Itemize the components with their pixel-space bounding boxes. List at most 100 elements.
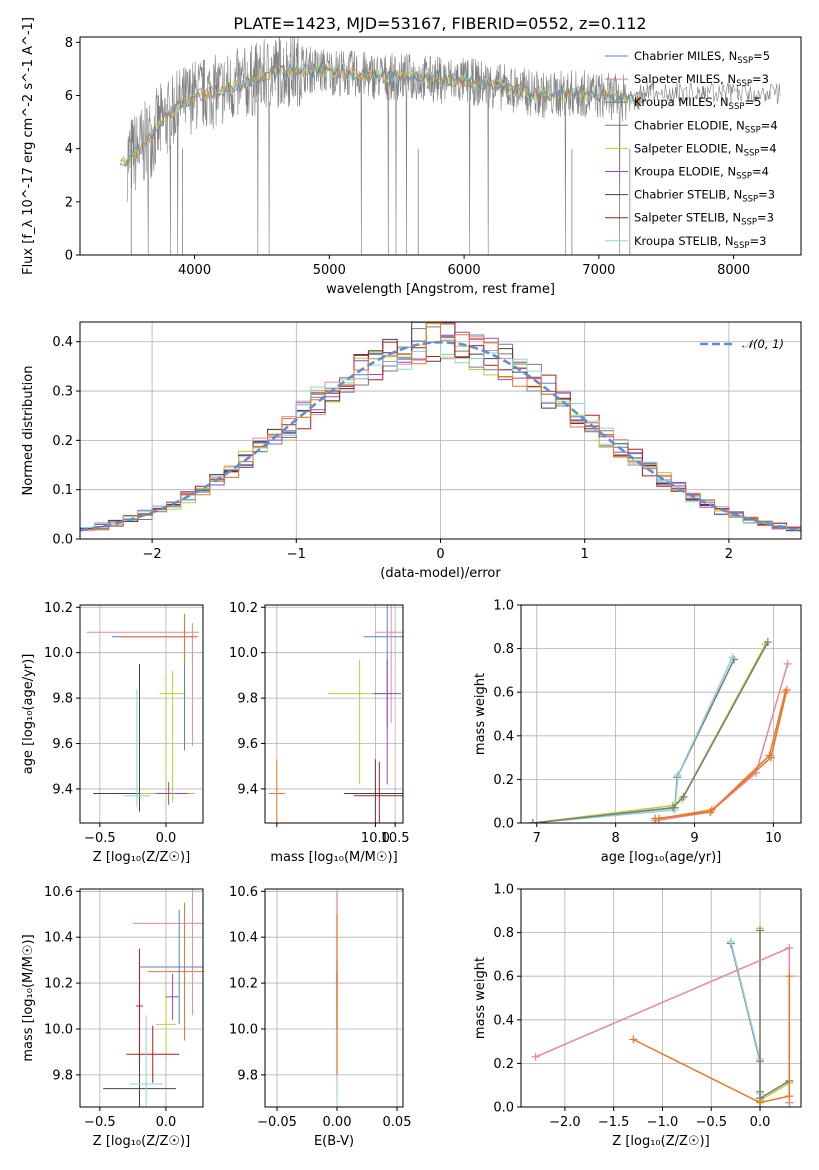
axes-frame bbox=[520, 888, 802, 1108]
x-tick-label: 8 bbox=[612, 831, 620, 846]
y-tick-label: 10.2 bbox=[44, 977, 73, 992]
x-tick-label: 0.0 bbox=[156, 1115, 177, 1130]
x-tick-label: −0.5 bbox=[84, 831, 116, 846]
y-tick-label: 0.0 bbox=[52, 533, 73, 548]
x-tick-label: 5000 bbox=[313, 263, 346, 278]
x-tick-label: −1.0 bbox=[647, 1115, 679, 1130]
plot-area-mass-vs-Z bbox=[103, 889, 203, 1107]
x-tick-label: −2 bbox=[143, 547, 162, 562]
series-line bbox=[759, 930, 790, 1100]
series-line bbox=[632, 976, 791, 1104]
legend-tail: =3 bbox=[749, 234, 766, 248]
legend-tail: =5 bbox=[744, 95, 761, 109]
axes-frame bbox=[79, 36, 802, 256]
x-tick-label: 0.05 bbox=[383, 1115, 412, 1130]
series-line bbox=[654, 663, 789, 822]
y-tick-label: 0.8 bbox=[493, 926, 514, 941]
y-tick-label: 10.6 bbox=[229, 885, 258, 900]
y-axis-label: age [log₁₀(age/yr)] bbox=[21, 654, 36, 775]
legend-text: Chabrier ELODIE, N bbox=[634, 118, 745, 132]
series-marker bbox=[785, 972, 794, 981]
series-line bbox=[532, 656, 734, 823]
y-tick-label: 10.2 bbox=[229, 601, 258, 616]
y-tick-label: 10.0 bbox=[229, 1022, 258, 1037]
legend-sub: SSP bbox=[729, 102, 745, 112]
y-tick-label: 10.4 bbox=[44, 931, 73, 946]
legend-sub: SSP bbox=[744, 148, 760, 158]
panel-mass-vs-ebv: −0.05 0.00 0.05 9.8 10.0 10.2 10.4 10.6 E(B-V) bbox=[229, 885, 411, 1149]
y-tick-label: 0.4 bbox=[52, 335, 73, 350]
histogram-step bbox=[80, 322, 801, 531]
series-marker bbox=[756, 1098, 765, 1107]
axes-frame bbox=[264, 888, 404, 1108]
series-marker bbox=[785, 1092, 794, 1101]
normal-curve bbox=[80, 340, 801, 532]
legend-text: Salpeter STELIB, N bbox=[634, 211, 741, 225]
x-axis-label: Z [log₁₀(Z/Z☉)] bbox=[612, 1134, 709, 1149]
series-marker bbox=[783, 659, 792, 668]
y-tick-label: 9.8 bbox=[237, 692, 258, 707]
y-tick-label: 0 bbox=[65, 249, 73, 264]
y-tick-label: 0.1 bbox=[52, 483, 73, 498]
series-marker bbox=[726, 937, 735, 946]
legend-tail: =3 bbox=[752, 72, 769, 86]
series-marker bbox=[655, 814, 664, 823]
x-tick-label: 10 bbox=[765, 831, 782, 846]
y-tick-label: 6 bbox=[65, 89, 73, 104]
x-tick-label: 0.00 bbox=[323, 1115, 352, 1130]
x-tick-label: 7 bbox=[533, 831, 541, 846]
x-tick-label: 0 bbox=[436, 547, 444, 562]
legend-entry: Chabrier STELIB, NSSP=3 bbox=[634, 188, 775, 205]
x-axis-label: (data-model)/error bbox=[380, 566, 501, 581]
legend-entry: Salpeter STELIB, NSSP=3 bbox=[634, 211, 774, 228]
y-tick-label: 0.4 bbox=[493, 1013, 514, 1028]
x-tick-label: 4000 bbox=[178, 263, 211, 278]
legend-text: Kroupa MILES, N bbox=[634, 95, 729, 109]
legend-tail: =4 bbox=[760, 141, 777, 155]
legend-sub: SSP bbox=[736, 172, 752, 182]
axes-frame bbox=[520, 604, 802, 824]
legend-sub: SSP bbox=[742, 195, 758, 205]
legend-tail: =3 bbox=[757, 211, 774, 225]
legend-entry: Kroupa MILES, NSSP=5 bbox=[634, 95, 761, 112]
y-tick-label: 9.6 bbox=[52, 737, 73, 752]
y-tick-label: 0.4 bbox=[493, 729, 514, 744]
x-axis-label: age [log₁₀(age/yr)] bbox=[601, 850, 722, 865]
series-marker bbox=[669, 803, 678, 812]
y-tick-label: 10.2 bbox=[229, 977, 258, 992]
axes-frame bbox=[79, 888, 204, 1108]
legend-sub: SSP bbox=[736, 79, 752, 89]
panel-mass-vs-Z: −0.5 0.0 9.8 10.0 10.2 10.4 10.6 Z [log₁₀(Z/Z☉)… bbox=[21, 885, 204, 1149]
y-tick-label: 10.6 bbox=[44, 885, 73, 900]
spectrum-model-line bbox=[120, 62, 647, 167]
x-tick-label: 9 bbox=[690, 831, 698, 846]
y-tick-label: 9.4 bbox=[52, 782, 73, 797]
x-axis-label: wavelength [Angstrom, rest frame] bbox=[326, 282, 555, 297]
legend-text: Salpeter MILES, N bbox=[634, 72, 736, 86]
legend-text: Salpeter ELODIE, N bbox=[634, 141, 744, 155]
series-marker bbox=[629, 1035, 638, 1044]
legend-tail: =4 bbox=[761, 118, 778, 132]
legend-entry: Chabrier MILES, NSSP=5 bbox=[634, 49, 770, 66]
y-axis-label: mass weight bbox=[473, 673, 488, 755]
series-marker bbox=[707, 805, 716, 814]
series-marker bbox=[785, 943, 794, 952]
plot-area-age-vs-Z bbox=[86, 614, 200, 812]
y-tick-label: 10.0 bbox=[229, 646, 258, 661]
series-line bbox=[730, 943, 761, 1107]
y-tick-label: 10.4 bbox=[229, 931, 258, 946]
plot-area-weight-vs-Z bbox=[531, 924, 794, 1107]
series-marker bbox=[763, 638, 772, 647]
y-tick-label: 0.0 bbox=[493, 817, 514, 832]
legend-tail: =5 bbox=[753, 49, 770, 63]
y-tick-label: 10.0 bbox=[44, 646, 73, 661]
y-tick-label: 1.0 bbox=[493, 599, 514, 614]
x-tick-label: 10.0 bbox=[361, 831, 390, 846]
legend-entry: Kroupa STELIB, NSSP=3 bbox=[634, 234, 766, 251]
y-tick-label: 1.0 bbox=[493, 883, 514, 898]
legend-sub: SSP bbox=[734, 241, 750, 251]
x-tick-label: 1 bbox=[581, 547, 589, 562]
legend-tail: =4 bbox=[752, 165, 769, 179]
x-tick-label: −0.5 bbox=[695, 1115, 727, 1130]
